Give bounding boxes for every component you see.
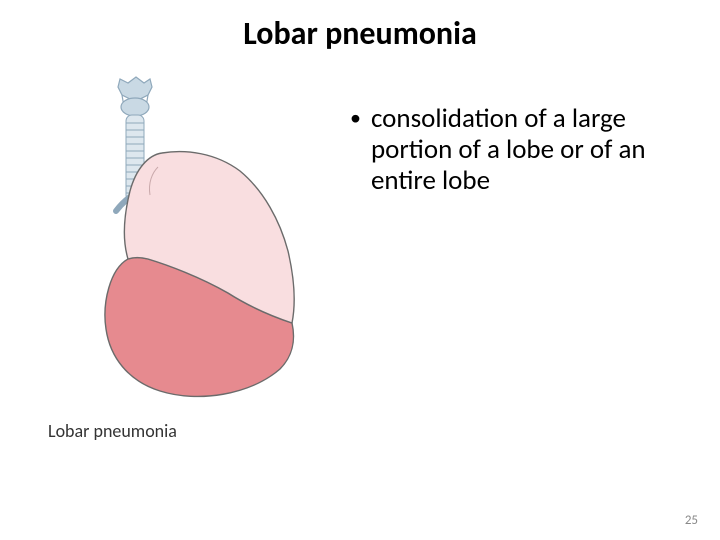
slide: Lobar pneumonia	[0, 0, 720, 540]
bullet-column: • consolidation of a large portion of a …	[340, 73, 680, 196]
bullet-dot-icon: •	[350, 103, 361, 134]
slide-title: Lobar pneumonia	[40, 14, 680, 53]
figure-caption: Lobar pneumonia	[48, 420, 340, 442]
page-number: 25	[685, 513, 698, 528]
lung-diagram	[40, 73, 320, 403]
bullet-item: • consolidation of a large portion of a …	[350, 103, 680, 196]
content-row: Lobar pneumonia • consolidation of a lar…	[40, 73, 680, 442]
larynx-icon	[118, 77, 152, 116]
bullet-text: consolidation of a large portion of a lo…	[371, 103, 680, 196]
figure-column: Lobar pneumonia	[40, 73, 340, 442]
